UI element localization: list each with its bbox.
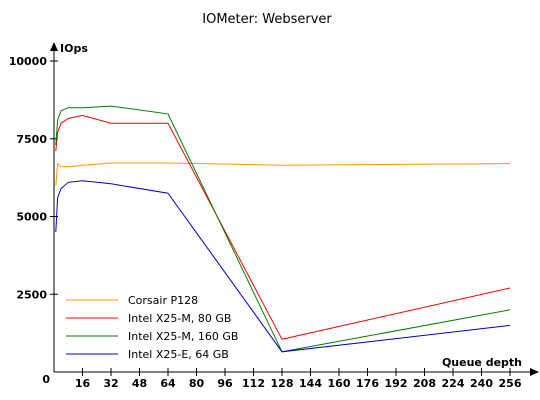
legend-label: Intel X25-M, 80 GB [128, 312, 231, 325]
legend-label: Intel X25-E, 64 GB [128, 348, 229, 361]
y-tick-label: 2500 [16, 288, 47, 301]
x-tick-label: 208 [413, 377, 436, 390]
series-line-3 [55, 105, 511, 353]
series-line-2 [55, 114, 511, 340]
y-tick-label: 5000 [16, 211, 47, 224]
series-line-4 [55, 180, 511, 353]
axes [50, 42, 539, 376]
y-axis-ticks: 0 2500 5000 7500 10000 [9, 55, 58, 386]
legend-label: Intel X25-M, 160 GB [128, 330, 238, 343]
x-tick-label: 256 [499, 377, 522, 390]
y-tick-label: 7500 [16, 133, 47, 146]
x-tick-label: 240 [470, 377, 493, 390]
x-tick-label: 16 [75, 377, 91, 390]
series-line-1 [55, 162, 511, 186]
legend: Corsair P128 Intel X25-M, 80 GB Intel X25-… [66, 294, 238, 361]
x-axis-ticks: 16 32 48 64 80 96 112 128 144 160 176 192 208 224 240 2… [75, 368, 522, 390]
series-lines [55, 105, 511, 353]
y-axis-label: IOps [60, 42, 88, 55]
x-tick-label: 112 [242, 377, 265, 390]
y-tick-label: 0 [42, 373, 50, 386]
y-tick-label: 10000 [9, 55, 48, 68]
x-tick-label: 160 [328, 377, 351, 390]
x-tick-label: 144 [299, 377, 322, 390]
x-axis-label: Queue depth [442, 356, 522, 369]
x-tick-label: 48 [132, 377, 147, 390]
legend-label: Corsair P128 [128, 294, 198, 307]
x-tick-label: 192 [385, 377, 408, 390]
x-tick-label: 32 [103, 377, 118, 390]
x-tick-label: 128 [271, 377, 294, 390]
x-tick-label: 224 [442, 377, 465, 390]
x-tick-label: 96 [217, 377, 233, 390]
x-tick-label: 80 [189, 377, 205, 390]
y-axis-arrow [50, 42, 58, 51]
x-tick-label: 64 [160, 377, 176, 390]
x-axis-arrow [530, 368, 539, 376]
x-tick-label: 176 [356, 377, 379, 390]
chart-title: IOMeter: Webserver [202, 12, 332, 27]
